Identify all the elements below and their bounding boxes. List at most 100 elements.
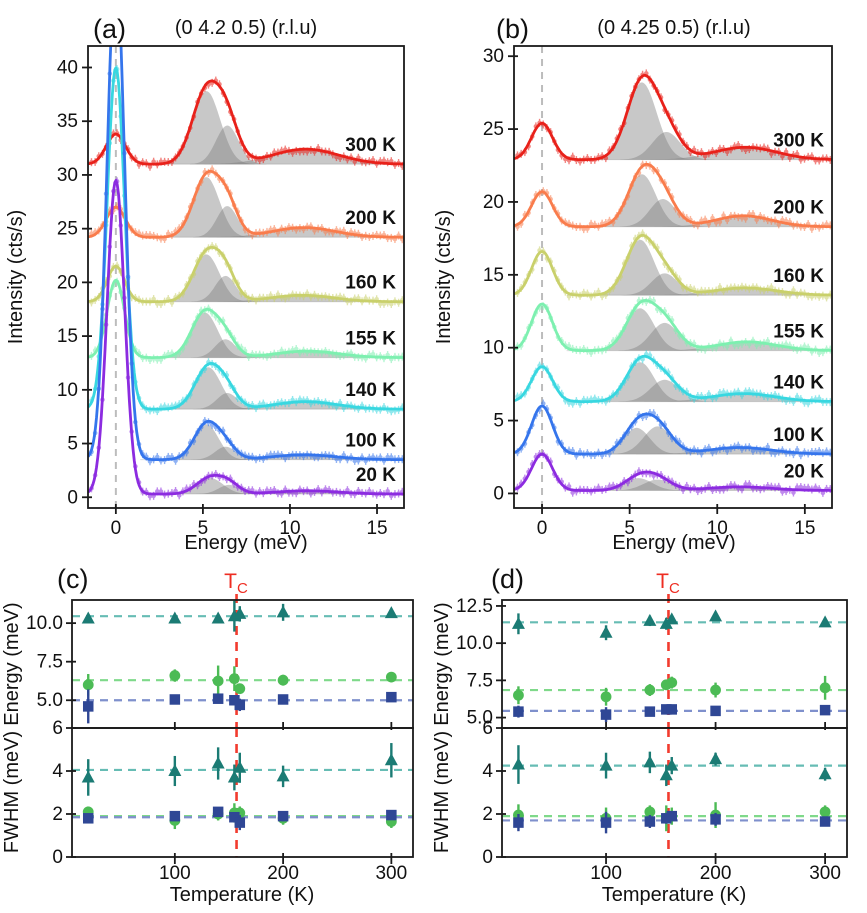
fit-component	[620, 132, 716, 160]
x-axis-label-a: Energy (meV)	[184, 532, 307, 554]
temperature-label-200K: 200 K	[345, 208, 396, 229]
marker-square	[819, 816, 831, 827]
y-tick-label: 10	[57, 380, 78, 401]
marker-circle	[234, 683, 246, 695]
axes-frame	[513, 45, 833, 509]
fit-curve-160K	[88, 246, 404, 304]
axes-frame	[87, 45, 405, 509]
marker-triangle	[168, 611, 182, 624]
y-axis-label-d-energy: Energy (meV)	[434, 602, 453, 725]
temperature-label-300K: 300 K	[345, 135, 396, 156]
fit-component	[194, 484, 266, 494]
x-axis-label-c: Temperature (K)	[170, 884, 315, 906]
marker-circle	[600, 691, 612, 703]
marker-circle	[169, 670, 181, 681]
marker-triangle	[233, 760, 247, 773]
series-upper-mode-energy	[511, 609, 832, 641]
y-tick-label: 7.5	[37, 652, 63, 673]
marker-triangle	[81, 770, 95, 783]
marker-square	[644, 706, 656, 717]
series-upper-mode-fwhm	[511, 745, 832, 787]
marker-square	[666, 704, 678, 715]
fit-component	[619, 199, 709, 227]
series-lower-mode-fwhm	[82, 806, 397, 831]
marker-square	[82, 813, 94, 824]
y-tick-label: 5	[493, 411, 504, 432]
fit-curve-100K	[514, 404, 832, 456]
marker-square	[386, 691, 397, 703]
marker-square	[212, 693, 224, 704]
marker-triangle	[211, 611, 225, 624]
marker-square	[600, 709, 612, 720]
spectra-chart-a: (a) (0 4.2 0.5) (r.l.u) Energy (meV) Int…	[5, 14, 405, 554]
y-axis-label-c-fwhm: FWHM (meV)	[1, 731, 23, 853]
temperature-label-100K: 100 K	[773, 425, 824, 446]
y-tick-label: 10	[483, 338, 504, 359]
x-tick-label: 300	[809, 863, 841, 884]
fit-component	[618, 322, 714, 351]
marker-circle	[82, 679, 94, 691]
y-tick-label: 6	[482, 718, 493, 739]
axes-frame	[501, 727, 848, 858]
marker-circle	[710, 684, 721, 696]
fit-curve-100K	[88, 46, 404, 461]
y-tick-label: 0	[67, 487, 78, 508]
temperature-label-160K: 160 K	[773, 266, 824, 287]
marker-triangle	[384, 606, 398, 619]
parameter-chart-c: (c) TC Temperature (K) Energy (meV) FWHM…	[1, 564, 414, 906]
marker-circle	[385, 671, 397, 683]
marker-circle	[644, 684, 656, 696]
y-tick-label: 10.0	[456, 633, 493, 654]
marker-square	[386, 809, 397, 821]
plot-area-b	[514, 46, 832, 508]
x-tick-label: 0	[111, 518, 122, 539]
panel-b: (b) (0 4.25 0.5) (r.l.u) Energy (meV) In…	[434, 0, 867, 555]
parameter-chart-d: (d) TC Temperature (K) Energy (meV) FWHM…	[434, 564, 848, 906]
marker-triangle	[233, 606, 247, 619]
panel-a: (a) (0 4.2 0.5) (r.l.u) Energy (meV) Int…	[0, 0, 433, 555]
marker-square	[644, 816, 656, 827]
fit-curve-160K	[514, 233, 832, 297]
data-points-200K	[89, 165, 404, 244]
fit-component	[191, 446, 263, 460]
y-axis-label-c-energy: Energy (meV)	[1, 602, 23, 725]
spectra-chart-b: (b) (0 4.25 0.5) (r.l.u) Energy (meV) In…	[434, 14, 833, 554]
temperature-label-20K: 20 K	[356, 465, 396, 486]
marker-triangle	[384, 753, 398, 766]
x-axis-label-d: Temperature (K)	[602, 884, 747, 906]
y-tick-label: 0	[482, 847, 493, 868]
y-axis-label-a: Intensity (cts/s)	[5, 210, 27, 344]
marker-square	[666, 810, 678, 822]
y-tick-label: 35	[57, 111, 78, 132]
panel-letter-a: (a)	[93, 14, 126, 44]
x-tick-label: 100	[590, 863, 622, 884]
y-tick-label: 4	[52, 761, 63, 782]
marker-square	[212, 806, 224, 818]
fit-component	[621, 273, 711, 296]
fit-curve-20K	[514, 452, 832, 492]
y-tick-label: 6	[52, 718, 63, 739]
y-tick-label: 0	[52, 847, 63, 868]
marker-triangle	[599, 758, 613, 771]
series-lower-mode-energy	[82, 689, 397, 724]
fit-component	[611, 479, 707, 491]
fit-component	[196, 149, 404, 165]
x-tick-label: 10	[707, 518, 728, 539]
marker-triangle	[227, 770, 241, 783]
marker-triangle	[276, 605, 290, 618]
fit-curve-155K	[88, 278, 404, 359]
marker-square	[710, 814, 721, 825]
temperature-label-155K: 155 K	[345, 329, 396, 350]
fit-curve-140K	[88, 66, 404, 411]
y-tick-label: 5.0	[37, 690, 63, 711]
series-lower-mode-fwhm	[513, 810, 831, 834]
marker-triangle	[709, 752, 723, 765]
x-tick-label: 5	[624, 518, 635, 539]
marker-triangle	[81, 611, 95, 624]
marker-square	[234, 817, 246, 828]
fit-component	[618, 379, 714, 402]
series-middle-mode-energy	[82, 665, 397, 697]
fit-curve-20K	[88, 179, 404, 496]
temperature-label-155K: 155 K	[773, 322, 824, 343]
x-tick-label: 200	[267, 863, 299, 884]
